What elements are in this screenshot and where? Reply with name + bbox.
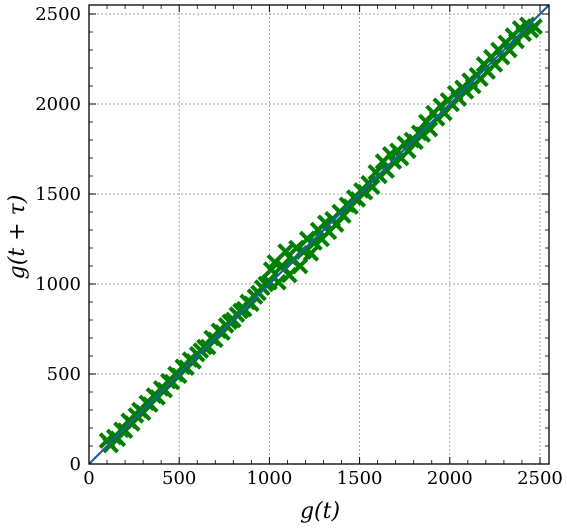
x-axis-label: g(t) bbox=[300, 499, 340, 524]
y-tick-label: 0 bbox=[70, 454, 81, 475]
data-point bbox=[302, 245, 320, 262]
data-point bbox=[123, 415, 141, 432]
axes bbox=[88, 4, 550, 465]
point-marker bbox=[243, 295, 260, 313]
point-marker bbox=[421, 120, 439, 138]
x-tick-label: 1000 bbox=[246, 468, 292, 489]
x-tick-label: 2000 bbox=[427, 468, 473, 489]
x-tick-label: 1500 bbox=[337, 468, 383, 489]
data-point bbox=[385, 153, 403, 170]
point-marker bbox=[266, 254, 284, 271]
identity-line bbox=[88, 4, 550, 465]
data-point bbox=[381, 146, 399, 163]
data-point bbox=[306, 234, 323, 251]
reference-line bbox=[88, 4, 550, 465]
x-tick-label: 0 bbox=[83, 468, 94, 489]
data-point bbox=[214, 324, 231, 341]
scatter-points bbox=[98, 16, 543, 454]
point-marker bbox=[363, 178, 381, 196]
point-marker bbox=[185, 353, 202, 370]
point-marker bbox=[123, 415, 141, 432]
y-tick-label: 500 bbox=[47, 364, 81, 385]
ticks: 0 500 1000 1500 2000 2500 0 500 1000 1500 2000 2500 bbox=[35, 4, 563, 489]
y-tick-label: 2500 bbox=[35, 4, 81, 25]
y-tick-label: 1500 bbox=[35, 184, 81, 205]
point-marker bbox=[262, 261, 280, 278]
plot-frame bbox=[88, 4, 550, 465]
point-marker bbox=[381, 146, 399, 163]
data-point bbox=[291, 257, 309, 275]
data-point bbox=[363, 178, 381, 196]
data-point bbox=[185, 353, 202, 370]
point-marker bbox=[306, 234, 323, 251]
x-tick-label: 2500 bbox=[517, 468, 563, 489]
data-point bbox=[262, 261, 280, 278]
data-point bbox=[243, 295, 260, 313]
y-axis-label: g(t + τ) bbox=[5, 195, 30, 280]
y-tick-label: 1000 bbox=[35, 274, 81, 295]
x-tick-label: 500 bbox=[162, 468, 196, 489]
data-point bbox=[266, 254, 284, 271]
point-marker bbox=[291, 257, 309, 275]
y-tick-label: 2000 bbox=[35, 94, 81, 115]
point-marker bbox=[385, 153, 403, 170]
data-point bbox=[421, 120, 439, 138]
point-marker bbox=[214, 324, 231, 341]
point-marker bbox=[302, 245, 320, 262]
